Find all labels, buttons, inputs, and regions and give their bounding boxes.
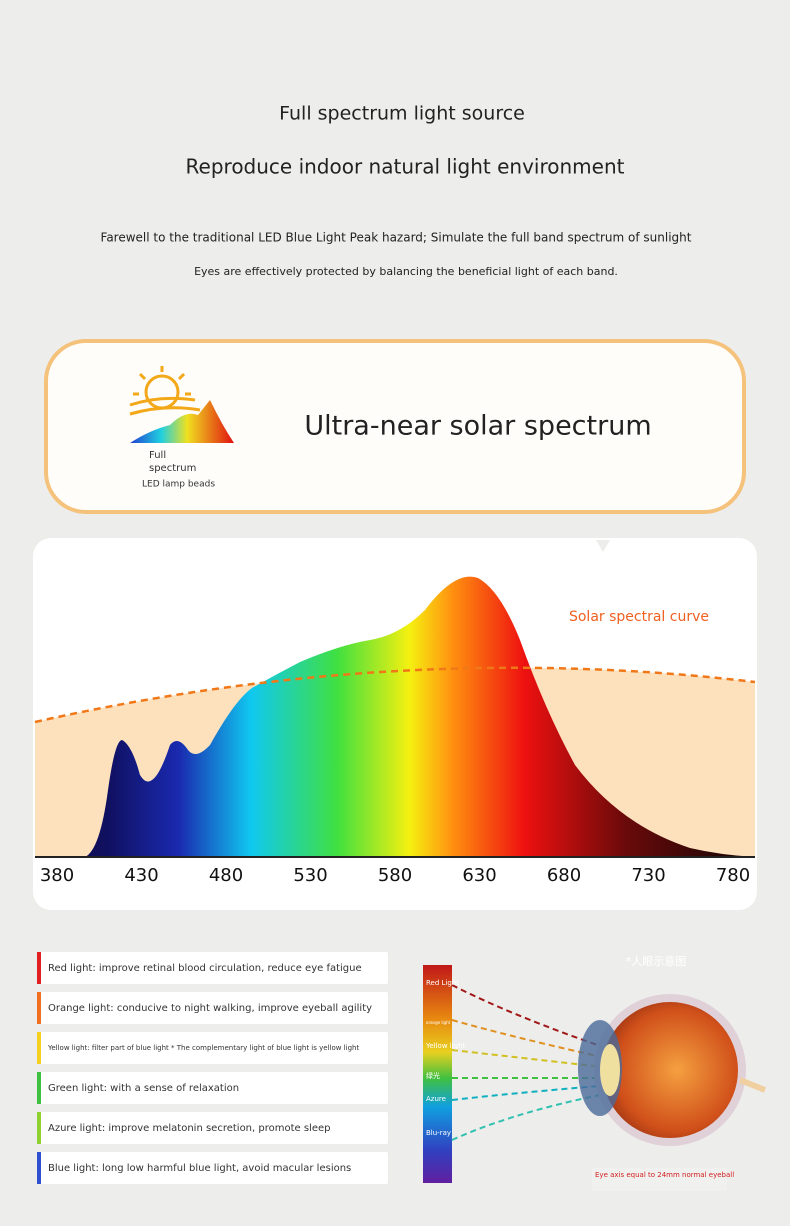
light-box — [37, 1032, 388, 1064]
axis-label: 780 — [716, 865, 750, 886]
headline: Ultra-near solar spectrum — [304, 411, 651, 442]
axis-label: 480 — [209, 865, 243, 886]
banner-box — [44, 339, 746, 514]
light-bar — [37, 992, 41, 1024]
axis-label: 430 — [124, 865, 158, 886]
spectrum-shape — [35, 576, 755, 857]
eye-diagram: *人眼示意图 Red Light orange light Yellow light… — [423, 954, 767, 1191]
strip-labels: Red Light orange light Yellow light 绿光 Azure… — [425, 979, 466, 1137]
light-box — [37, 1152, 388, 1184]
subtitle: Reproduce indoor natural light environme… — [186, 155, 625, 179]
banner: Full spectrum LED lamp beads Ultra-near … — [44, 339, 746, 514]
icon-caption: LED lamp beads — [142, 480, 215, 490]
light-text: Red light: improve retinal blood circula… — [48, 963, 362, 974]
intro-line: Eyes are effectively protected by balanc… — [194, 265, 618, 278]
strip-label: Blu-ray — [426, 1129, 451, 1137]
light-bar — [37, 1152, 41, 1184]
light-text: Orange light: conducive to night walking… — [48, 1003, 372, 1014]
header: Full spectrum light source Reproduce ind… — [101, 103, 692, 279]
axis-label: 580 — [378, 865, 412, 886]
icon-label: spectrum — [149, 463, 196, 474]
strip-label: 绿光 — [426, 1071, 440, 1080]
eye-note: *人眼示意图 — [626, 954, 687, 968]
title: Full spectrum light source — [279, 103, 525, 125]
light-bar — [37, 1112, 41, 1144]
color-strip — [423, 965, 452, 1183]
light-text: Yellow light: filter part of blue light … — [47, 1044, 359, 1052]
light-box — [37, 1112, 388, 1144]
light-text: Azure light: improve melatonin secretion… — [48, 1123, 331, 1134]
curve-label: Solar spectral curve — [569, 609, 709, 625]
strip-label: Red Light — [426, 979, 459, 987]
spectrum-panel: Solar spectral curve 380 430 480 530 580 630 6… — [33, 538, 757, 910]
axis-label: 680 — [547, 865, 581, 886]
strip-label: Yellow light — [425, 1042, 466, 1050]
strip-label: Azure — [426, 1095, 446, 1103]
light-box — [37, 952, 388, 984]
axis-labels: 380 430 480 530 580 630 680 730 780 — [40, 865, 750, 886]
light-bar — [37, 952, 41, 984]
light-box — [37, 1072, 388, 1104]
axis-label: 380 — [40, 865, 74, 886]
light-text: Blue light: long low harmful blue light,… — [48, 1163, 351, 1174]
axis-label: 730 — [631, 865, 665, 886]
intro-line: Farewell to the traditional LED Blue Lig… — [101, 231, 692, 245]
light-list: Red light: improve retinal blood circula… — [37, 952, 388, 1184]
sun-icon — [129, 366, 234, 443]
light-text: Green light: with a sense of relaxation — [48, 1083, 239, 1094]
caption: Eye axis equal to 24mm normal eyeball — [595, 1171, 734, 1179]
axis-label: 630 — [462, 865, 496, 886]
axis-label: 530 — [293, 865, 327, 886]
strip-label: orange light — [426, 1020, 451, 1025]
light-bar — [37, 1072, 41, 1104]
light-bar — [37, 1032, 41, 1064]
icon-label: Full — [149, 450, 166, 461]
solar-curve — [34, 666, 756, 724]
light-box — [37, 992, 388, 1024]
caption-box — [592, 1168, 727, 1191]
